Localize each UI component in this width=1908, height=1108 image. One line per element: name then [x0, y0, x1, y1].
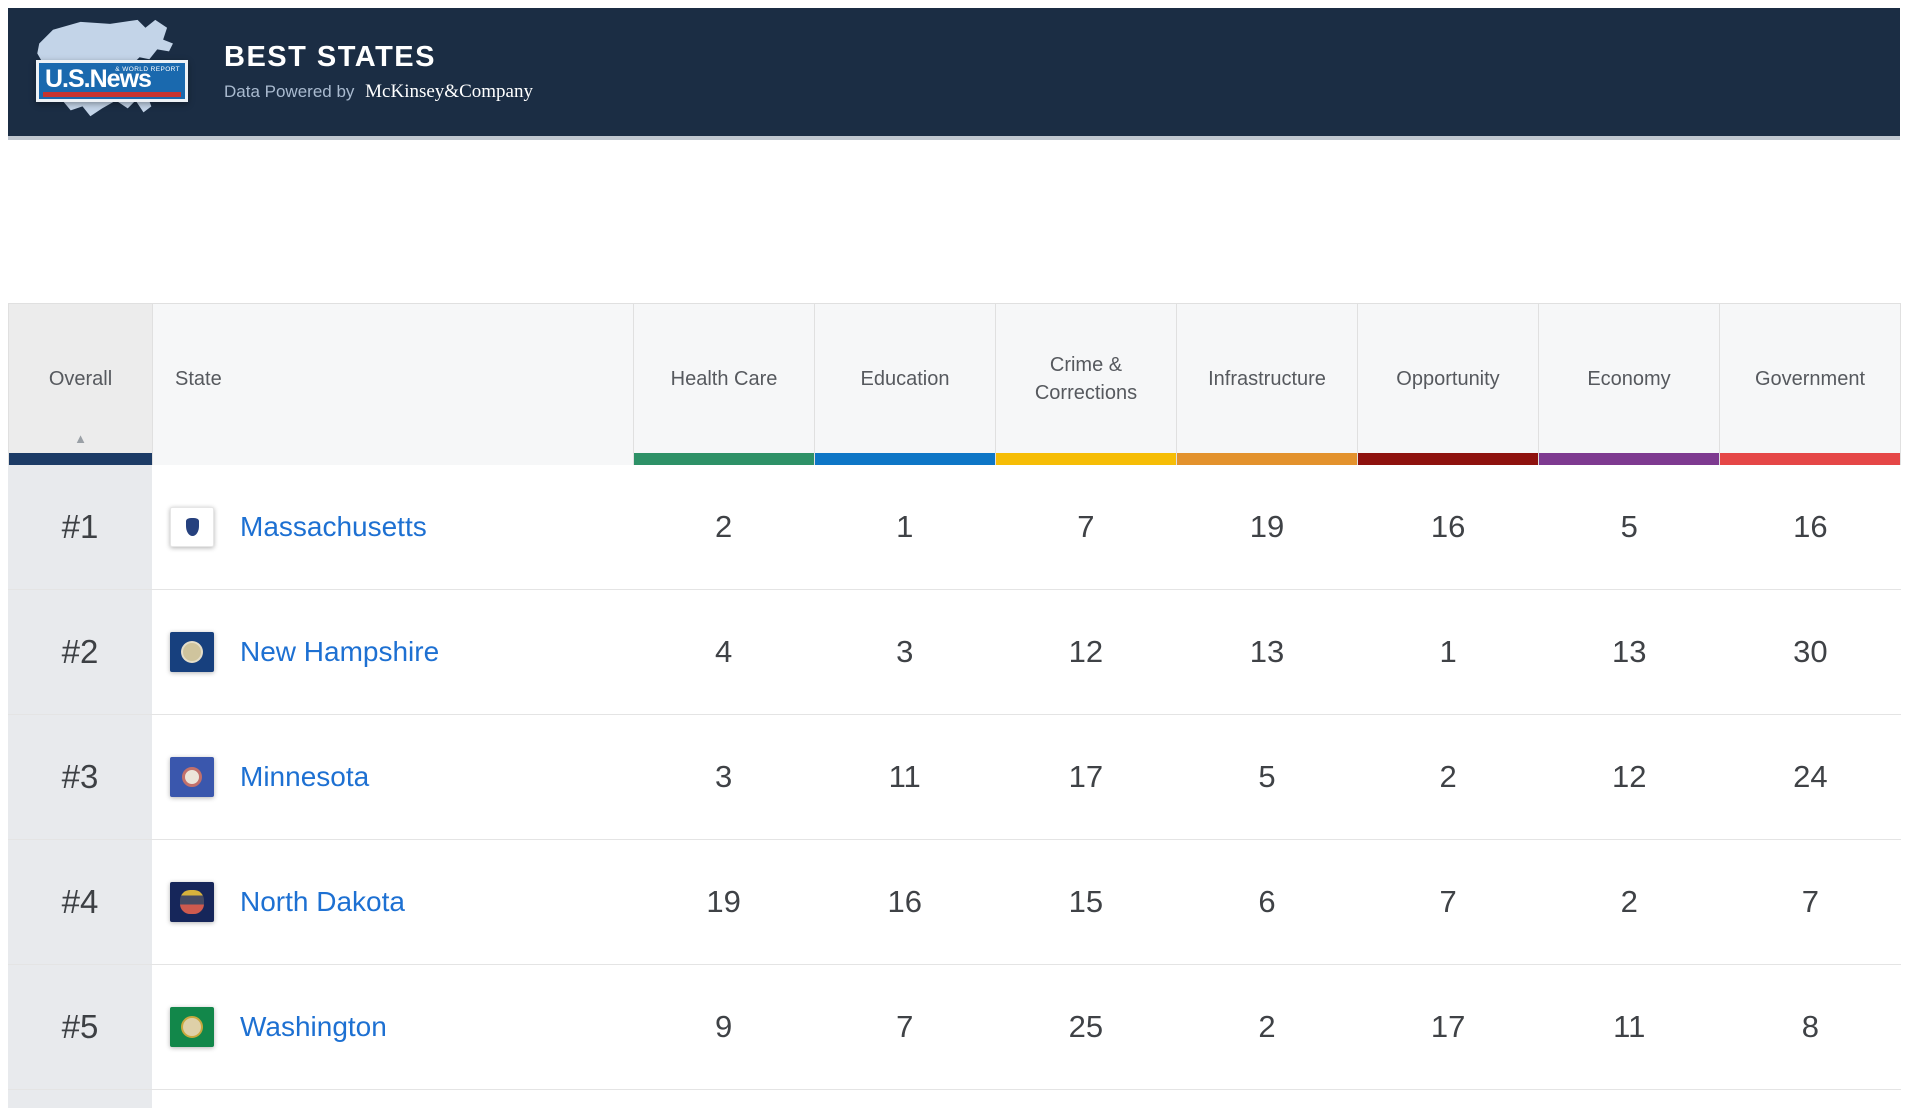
education-rank: 3: [896, 634, 914, 669]
column-header-government[interactable]: Government: [1720, 304, 1901, 465]
column-header-infrastructure[interactable]: Infrastructure: [1177, 304, 1358, 465]
crime-corrections-rank: 17: [1068, 759, 1104, 794]
health-care-rank: 9: [714, 1009, 733, 1044]
rank-cell: [8, 1090, 152, 1108]
rank-cell: #3: [8, 715, 152, 839]
usnews-logo[interactable]: & WORLD REPORT U.S.News: [22, 12, 212, 132]
mckinsey-brand: McKinsey&Company: [365, 81, 533, 102]
table-row: #4 North Dakota 19 16 15 6 7 2 7: [8, 840, 1901, 965]
column-header-opportunity[interactable]: Opportunity: [1358, 304, 1539, 465]
column-header-education[interactable]: Education: [815, 304, 996, 465]
washington-flag-icon: [170, 1007, 214, 1047]
column-header-crime-corrections[interactable]: Crime & Corrections: [996, 304, 1177, 465]
logo-text: U.S.News: [45, 65, 152, 93]
column-color-bar: [1358, 453, 1538, 465]
economy-rank: 2: [1620, 884, 1638, 919]
state-link-minnesota[interactable]: Minnesota: [240, 761, 370, 792]
column-header-economy[interactable]: Economy: [1539, 304, 1720, 465]
column-color-bar: [1539, 453, 1719, 465]
crime-corrections-rank: 15: [1068, 884, 1104, 919]
column-color-bar: [815, 453, 995, 465]
column-color-bar: [9, 453, 152, 465]
education-rank: 16: [887, 884, 922, 919]
sort-ascending-icon: ▲: [74, 431, 87, 446]
rank-cell: #4: [8, 840, 152, 964]
crime-corrections-rank: 12: [1068, 634, 1104, 669]
state-link-new-hampshire[interactable]: New Hampshire: [240, 636, 440, 667]
section-title: BEST STATES: [224, 41, 436, 73]
infrastructure-rank: 2: [1258, 1009, 1276, 1044]
logo-tagline: & WORLD REPORT: [115, 66, 180, 73]
education-rank: 7: [896, 1009, 914, 1044]
site-header: & WORLD REPORT U.S.News BEST STATES Data…: [8, 8, 1900, 140]
economy-rank: 5: [1620, 509, 1638, 544]
flag-emblem-icon: [181, 641, 203, 663]
table-row: #3 Minnesota 3 11 17 5 2 12 24: [8, 715, 1901, 840]
opportunity-rank: 7: [1439, 884, 1457, 919]
state-cell: Massachusetts: [152, 465, 633, 589]
rank-cell: #5: [8, 965, 152, 1089]
flag-emblem-icon: [181, 1016, 203, 1038]
state-cell: North Dakota: [152, 840, 633, 964]
health-care-rank: 2: [714, 509, 733, 544]
government-rank: 8: [1801, 1009, 1820, 1044]
ranking-table: Overall ▲ State Health Care Education Cr…: [8, 303, 1901, 1108]
table-row-partial: [8, 1090, 1901, 1108]
usnews-logo-box: & WORLD REPORT U.S.News: [36, 60, 188, 102]
opportunity-rank: 2: [1439, 759, 1457, 794]
economy-rank: 13: [1612, 634, 1647, 669]
column-color-bar: [634, 453, 814, 465]
massachusetts-flag-icon: [170, 507, 214, 547]
health-care-rank: 4: [714, 634, 733, 669]
flag-emblem-icon: [185, 518, 199, 536]
new-hampshire-flag-icon: [170, 632, 214, 672]
table-header-row: Overall ▲ State Health Care Education Cr…: [8, 303, 1901, 465]
education-rank: 1: [896, 509, 914, 544]
flag-emblem-icon: [182, 767, 202, 787]
state-cell: New Hampshire: [152, 590, 633, 714]
powered-by-prefix: Data Powered by: [224, 82, 355, 101]
rank-cell: #2: [8, 590, 152, 714]
opportunity-rank: 1: [1439, 634, 1457, 669]
government-rank: 30: [1793, 634, 1828, 669]
government-rank: 16: [1793, 509, 1828, 544]
column-color-bar: [996, 453, 1176, 465]
economy-rank: 11: [1613, 1009, 1646, 1044]
state-cell: Minnesota: [152, 715, 633, 839]
government-rank: 7: [1801, 884, 1820, 919]
crime-corrections-rank: 25: [1068, 1009, 1104, 1044]
column-header-state[interactable]: State: [153, 304, 634, 465]
flag-emblem-icon: [180, 890, 204, 914]
rank-cell: #1: [8, 465, 152, 589]
column-color-bar: [1177, 453, 1357, 465]
state-link-washington[interactable]: Washington: [240, 1011, 387, 1042]
column-header-health-care[interactable]: Health Care: [634, 304, 815, 465]
powered-by-line: Data Powered by McKinsey&Company: [224, 81, 533, 103]
government-rank: 24: [1793, 759, 1828, 794]
opportunity-rank: 17: [1430, 1009, 1466, 1044]
state-link-massachusetts[interactable]: Massachusetts: [240, 511, 427, 542]
column-header-overall[interactable]: Overall ▲: [9, 304, 153, 465]
table-row: #5 Washington 9 7 25 2 17 11 8: [8, 965, 1901, 1090]
economy-rank: 12: [1612, 759, 1647, 794]
state-cell: Washington: [152, 965, 633, 1089]
logo-red-bar-icon: [43, 92, 181, 97]
infrastructure-rank: 19: [1249, 509, 1285, 544]
minnesota-flag-icon: [170, 757, 214, 797]
table-row: #1 Massachusetts 2 1 7 19 16 5 16: [8, 465, 1901, 590]
health-care-rank: 19: [706, 884, 741, 919]
infrastructure-rank: 5: [1258, 759, 1276, 794]
state-link-north-dakota[interactable]: North Dakota: [240, 886, 405, 917]
infrastructure-rank: 6: [1258, 884, 1276, 919]
health-care-rank: 3: [714, 759, 733, 794]
education-rank: 11: [888, 759, 921, 794]
north-dakota-flag-icon: [170, 882, 214, 922]
opportunity-rank: 16: [1430, 509, 1466, 544]
column-color-bar: [1720, 453, 1900, 465]
crime-corrections-rank: 7: [1077, 509, 1095, 544]
infrastructure-rank: 13: [1249, 634, 1285, 669]
table-row: #2 New Hampshire 4 3 12 13 1 13 30: [8, 590, 1901, 715]
